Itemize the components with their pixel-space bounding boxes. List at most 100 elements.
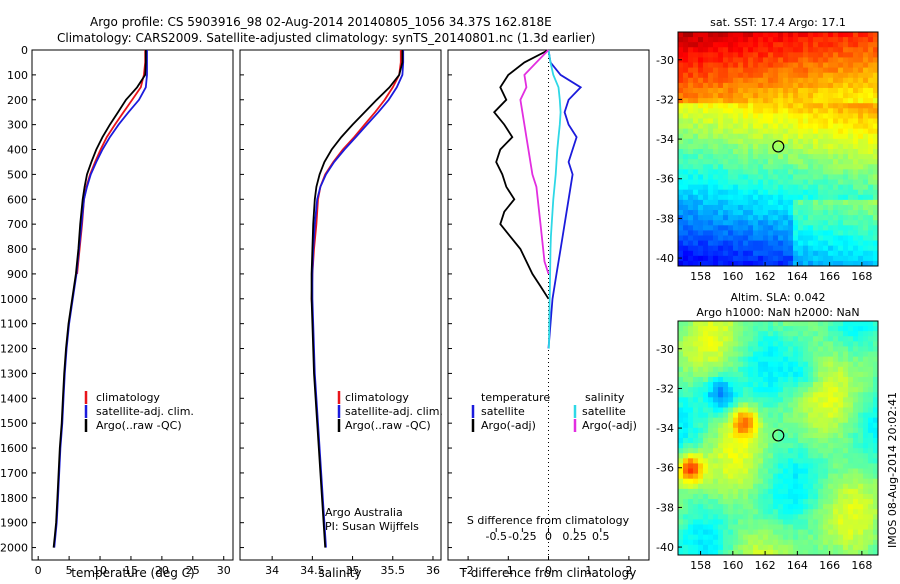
map-cell	[823, 499, 829, 505]
map-cell	[788, 250, 794, 257]
map-cell	[848, 443, 854, 449]
map-cell	[718, 179, 724, 186]
map-cell	[778, 321, 784, 327]
map-cell	[708, 504, 714, 510]
map-cell	[863, 407, 869, 413]
map-cell	[728, 204, 734, 211]
map-cell	[838, 407, 844, 413]
map-cell	[853, 128, 859, 135]
map-cell	[813, 143, 819, 150]
map-cell	[703, 387, 709, 393]
map-cell	[688, 397, 694, 403]
map-cell	[688, 458, 694, 464]
map-cell	[693, 382, 699, 388]
map-cell	[758, 103, 764, 109]
map-cell	[703, 260, 709, 267]
map-cell	[783, 32, 789, 38]
map-cell	[693, 417, 699, 424]
map-cell	[848, 235, 854, 241]
map-cell	[873, 204, 879, 211]
map-cell	[788, 432, 794, 439]
map-cell	[858, 230, 864, 236]
map-cell	[708, 448, 714, 454]
map-cell	[783, 52, 789, 58]
map-cell	[728, 504, 734, 510]
map-cell	[713, 108, 719, 114]
map-cell	[748, 483, 754, 490]
map-cell	[853, 174, 859, 180]
map-cell	[798, 321, 804, 327]
map-cell	[843, 52, 849, 58]
map-cell	[708, 371, 714, 378]
map-cell	[798, 164, 804, 170]
map-cell	[803, 412, 809, 419]
longitude-tick-label: 166	[819, 270, 840, 283]
map-cell	[863, 164, 869, 170]
map-cell	[803, 397, 809, 403]
map-cell	[833, 123, 839, 130]
map-cell	[823, 463, 829, 469]
map-cell	[868, 443, 874, 449]
map-cell	[868, 529, 874, 536]
map-cell	[803, 225, 809, 231]
depth-tick-label: 1300	[0, 367, 28, 380]
map-cell	[693, 169, 699, 175]
map-cell	[758, 199, 764, 206]
map-cell	[873, 331, 879, 337]
map-cell	[783, 493, 789, 500]
map-cell	[763, 225, 769, 231]
map-cell	[778, 519, 784, 525]
map-cell	[758, 519, 764, 525]
map-cell	[873, 371, 879, 378]
map-cell	[853, 154, 859, 160]
map-cell	[778, 382, 784, 388]
map-cell	[788, 149, 794, 155]
map-cell	[843, 164, 849, 170]
map-cell	[873, 382, 879, 388]
map-cell	[848, 529, 854, 536]
map-cell	[838, 62, 844, 69]
map-cell	[723, 361, 729, 368]
map-cell	[793, 463, 799, 469]
map-cell	[763, 453, 769, 459]
map-cell	[838, 453, 844, 459]
map-cell	[843, 225, 849, 231]
map-cell	[813, 321, 819, 327]
map-cell	[853, 255, 859, 262]
map-cell	[723, 402, 729, 408]
map-cell	[843, 245, 849, 252]
map-cell	[728, 87, 734, 94]
map-cell	[758, 189, 764, 196]
map-cell	[798, 108, 804, 114]
map-cell	[683, 397, 689, 403]
map-cell	[813, 376, 819, 383]
map-cell	[698, 240, 704, 247]
map-cell	[753, 514, 759, 520]
map-cell	[773, 326, 779, 332]
map-cell	[828, 42, 834, 48]
map-cell	[708, 67, 714, 74]
map-cell	[788, 427, 794, 434]
map-cell	[698, 321, 704, 327]
map-cell	[858, 341, 864, 347]
map-cell	[783, 225, 789, 231]
map-cell	[788, 103, 794, 109]
map-cell	[758, 488, 764, 495]
map-cell	[703, 473, 709, 480]
map-cell	[748, 397, 754, 403]
map-cell	[678, 417, 684, 424]
map-cell	[788, 483, 794, 490]
map-cell	[848, 179, 854, 186]
map-cell	[863, 376, 869, 383]
map-cell	[788, 108, 794, 114]
map-cell	[748, 376, 754, 383]
map-cell	[688, 47, 694, 53]
map-cell	[753, 519, 759, 525]
map-cell	[788, 509, 794, 515]
map-cell	[698, 87, 704, 94]
map-cell	[718, 133, 724, 140]
map-cell	[698, 453, 704, 459]
map-cell	[868, 361, 874, 368]
map-cell	[773, 473, 779, 480]
map-cell	[798, 529, 804, 536]
